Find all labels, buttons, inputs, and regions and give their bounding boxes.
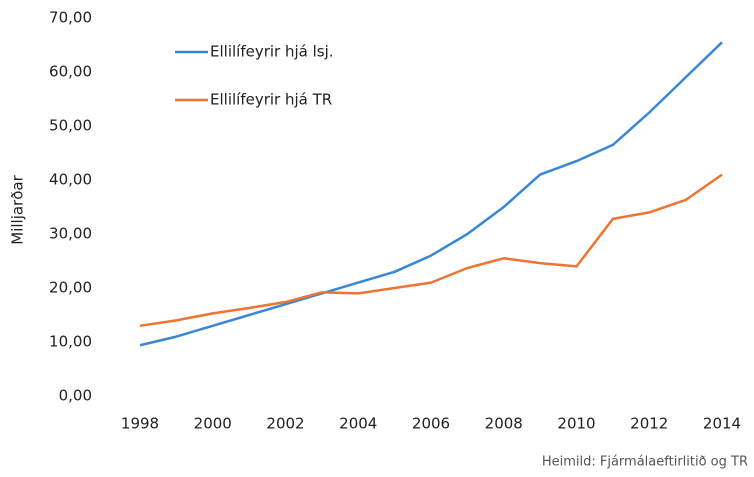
y-axis-label: Milljarðar <box>9 174 27 244</box>
x-tick-label: 2004 <box>339 415 377 433</box>
y-tick-label: 10,00 <box>49 333 92 351</box>
y-tick-label: 0,00 <box>59 387 92 405</box>
x-tick-label: 2008 <box>485 415 523 433</box>
x-tick-label: 2002 <box>266 415 304 433</box>
y-tick-label: 70,00 <box>49 9 92 27</box>
legend-label: Ellilífeyrir hjá TR <box>210 91 332 109</box>
legend-label: Ellilífeyrir hjá lsj. <box>210 43 334 61</box>
line-series <box>139 173 723 328</box>
x-tick-label: 2006 <box>412 415 450 433</box>
y-tick-label: 40,00 <box>49 171 92 189</box>
y-tick-label: 20,00 <box>49 279 92 297</box>
x-tick-label: 1998 <box>121 415 159 433</box>
y-tick-label: 30,00 <box>49 225 92 243</box>
x-tick-label: 2014 <box>703 415 741 433</box>
x-tick-label: 2012 <box>630 415 668 433</box>
source-note: Heimild: Fjármálaeftirlitið og TR <box>542 455 748 470</box>
x-tick-label: 2010 <box>557 415 595 433</box>
y-tick-label: 60,00 <box>49 63 92 81</box>
y-tick-label: 50,00 <box>49 117 92 135</box>
x-tick-label: 2000 <box>194 415 232 433</box>
line-series <box>139 41 723 347</box>
